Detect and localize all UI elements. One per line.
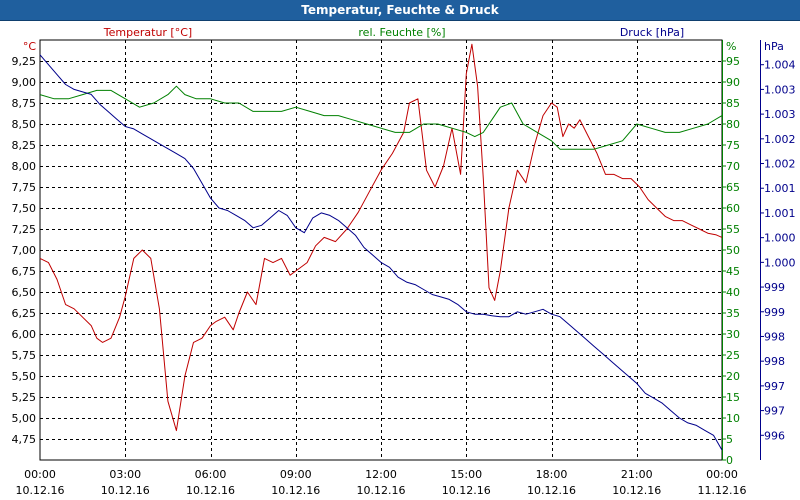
temp-tick-label: 8,50	[12, 118, 37, 131]
x-tick-date: 11.12.16	[698, 484, 747, 497]
legend-humidity: rel. Feuchte [%]	[358, 26, 445, 39]
humidity-tick-label: 80	[726, 118, 740, 131]
pressure-tick-label: 1.000	[764, 256, 796, 269]
temp-tick-label: 4,75	[12, 433, 37, 446]
pressure-tick-label: 1.002	[764, 133, 796, 146]
legend-pressure: Druck [hPa]	[620, 26, 684, 39]
humidity-line	[39, 85, 723, 150]
humidity-tick-label: 90	[726, 76, 740, 89]
humidity-tick-label: 85	[726, 97, 740, 110]
x-tick-date: 10.12.16	[527, 484, 576, 497]
humidity-tick-label: 0	[726, 454, 733, 467]
temp-tick-label: 6,50	[12, 286, 37, 299]
pressure-tick-label: 1.002	[764, 158, 796, 171]
temp-tick-label: 7,25	[12, 223, 37, 236]
legend-temperature: Temperatur [°C]	[103, 26, 192, 39]
axis-labels: 00:00 10.12.16 03:00 10.12.16 06:00 10.12.16 0…	[12, 26, 796, 497]
pressure-line	[39, 54, 723, 451]
temp-tick-label: 6,00	[12, 328, 37, 341]
temp-tick-label: 7,50	[12, 202, 37, 215]
x-tick-date: 10.12.16	[357, 484, 406, 497]
x-tick-date: 10.12.16	[101, 484, 150, 497]
humidity-tick-label: 15	[726, 391, 740, 404]
pressure-tick-label: 1.004	[764, 59, 796, 72]
humidity-tick-label: 55	[726, 223, 740, 236]
temp-tick-label: 6,25	[12, 307, 37, 320]
temp-tick-label: 8,75	[12, 97, 37, 110]
humidity-tick-label: 40	[726, 286, 740, 299]
pressure-tick-label: 1.003	[764, 83, 796, 96]
pressure-tick-label: 997	[764, 380, 785, 393]
pressure-tick-label: 998	[764, 355, 785, 368]
humidity-tick-label: 75	[726, 139, 740, 152]
temp-tick-label: 7,00	[12, 244, 37, 257]
x-tick-date: 10.12.16	[271, 484, 320, 497]
pressure-tick-label: 998	[764, 330, 785, 343]
humidity-tick-label: 25	[726, 349, 740, 362]
humidity-tick-label: 45	[726, 265, 740, 278]
humidity-tick-label: 70	[726, 160, 740, 173]
pressure-tick-label: 1.000	[764, 232, 796, 245]
humidity-tick-label: 95	[726, 55, 740, 68]
temp-tick-label: 5,50	[12, 370, 37, 383]
x-tick-date: 10.12.16	[612, 484, 661, 497]
pressure-tick-label: 996	[764, 429, 785, 442]
pressure-tick-label: 997	[764, 405, 785, 418]
temp-tick-label: 5,25	[12, 391, 37, 404]
humidity-tick-label: 60	[726, 202, 740, 215]
chart-title: Temperatur, Feuchte & Druck	[301, 3, 499, 17]
temp-tick-label: 9,25	[12, 55, 37, 68]
pressure-tick-label: 1.001	[764, 182, 796, 195]
x-tick-time: 09:00	[280, 468, 312, 481]
x-tick-time: 00:00	[24, 468, 56, 481]
x-tick-time: 21:00	[621, 468, 653, 481]
chart-title-bar: Temperatur, Feuchte & Druck	[0, 0, 800, 21]
x-tick-time: 12:00	[365, 468, 397, 481]
humidity-tick-label: 50	[726, 244, 740, 257]
humidity-tick-label: 35	[726, 307, 740, 320]
humidity-tick-label: 5	[726, 433, 733, 446]
x-tick-date: 10.12.16	[16, 484, 65, 497]
humidity-tick-label: 30	[726, 328, 740, 341]
humidity-tick-label: 10	[726, 412, 740, 425]
x-tick-date: 10.12.16	[442, 484, 491, 497]
temp-tick-label: 8,25	[12, 139, 37, 152]
temp-tick-label: 7,75	[12, 181, 37, 194]
temp-tick-label: 6,75	[12, 265, 37, 278]
x-tick-time: 06:00	[195, 468, 227, 481]
pressure-tick-label: 1.003	[764, 108, 796, 121]
x-tick-time: 03:00	[109, 468, 141, 481]
pressure-unit-label: hPa	[764, 40, 784, 53]
temp-tick-label: 8,00	[12, 160, 37, 173]
series-lines	[39, 43, 723, 451]
humidity-tick-label: 20	[726, 370, 740, 383]
humidity-tick-label: 65	[726, 181, 740, 194]
x-tick-date: 10.12.16	[186, 484, 235, 497]
temp-tick-label: 9,00	[12, 76, 37, 89]
grid	[39, 39, 764, 461]
temp-tick-label: 5,00	[12, 412, 37, 425]
temp-tick-label: 5,75	[12, 349, 37, 362]
pressure-tick-label: 999	[764, 306, 785, 319]
x-tick-time: 15:00	[450, 468, 482, 481]
humidity-unit-label: %	[726, 40, 736, 53]
x-tick-time: 00:00	[706, 468, 738, 481]
x-tick-time: 18:00	[536, 468, 568, 481]
temp-unit-label: °C	[23, 40, 37, 53]
pressure-tick-label: 999	[764, 281, 785, 294]
pressure-tick-label: 1.001	[764, 207, 796, 220]
